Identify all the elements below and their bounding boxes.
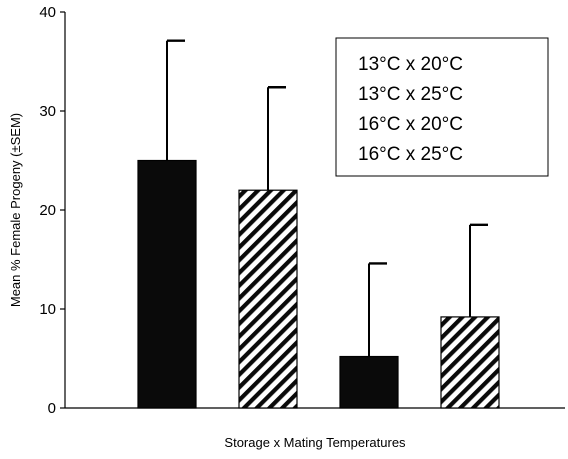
legend-box xyxy=(335,37,549,177)
bar-3 xyxy=(339,355,399,409)
bar-1 xyxy=(137,159,197,409)
bar-2 xyxy=(238,189,298,409)
legend-entry: 16°C x 25°C xyxy=(358,144,463,165)
bar-4 xyxy=(440,316,500,409)
x-axis-title: Storage x Mating Temperatures xyxy=(224,435,406,450)
y-tick-label: 40 xyxy=(39,4,56,21)
y-tick-label: 0 xyxy=(48,400,56,417)
y-axis-title: Mean % Female Progeny (±SEM) xyxy=(8,113,23,307)
legend: 13°C x 20°C 13°C x 25°C 16°C x 20°C 16°C… xyxy=(335,37,549,177)
bars-group xyxy=(137,159,500,409)
error-bars-group xyxy=(166,39,488,357)
legend-entry: 13°C x 25°C xyxy=(358,84,463,105)
y-tick-label: 20 xyxy=(39,202,56,219)
y-axis-ticks: 0 10 20 30 40 xyxy=(39,4,65,417)
legend-entry: 16°C x 20°C xyxy=(358,114,463,135)
y-tick-label: 30 xyxy=(39,103,56,120)
legend-entry: 13°C x 20°C xyxy=(358,54,463,75)
y-tick-label: 10 xyxy=(39,301,56,318)
